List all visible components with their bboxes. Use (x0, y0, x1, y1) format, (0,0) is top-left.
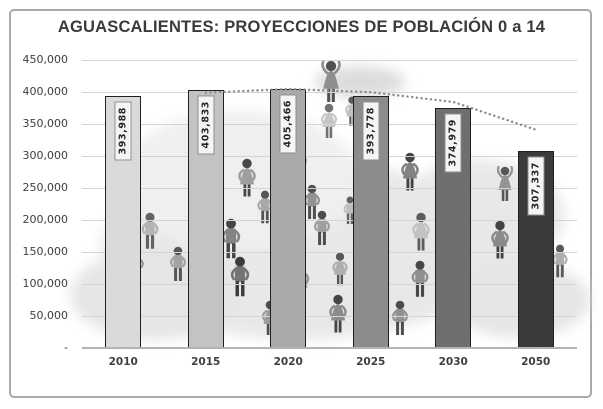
x-tick-label-2010: 2010 (108, 356, 138, 368)
x-tick-label-2025: 2025 (356, 356, 386, 368)
y-tick-label: 150,000 (22, 245, 69, 258)
chart-frame (9, 9, 592, 398)
y-tick-label: 100,000 (22, 277, 69, 290)
plot-area: 393,988 403,833 405,466 393,778 374,979 307,3… (70, 59, 590, 349)
y-tick-label: 200,000 (22, 213, 69, 226)
chart-title: AGUASCALIENTES: PROYECCIONES DE POBLACIÓ… (57, 18, 546, 36)
gridline (82, 316, 577, 317)
y-axis-labels: 450,000 400,000 350,000 300,000 250,000 200,0… (0, 53, 70, 356)
trendline-dotted (204, 87, 537, 131)
bar-2010: 393,988 (105, 95, 142, 348)
y-tick-label: 300,000 (22, 149, 69, 162)
x-axis-line (82, 347, 577, 349)
gridline (82, 220, 577, 221)
gridline (82, 92, 577, 93)
gridline (82, 188, 577, 189)
bar-2020: 405,466 (270, 88, 307, 348)
bar-2050: 307,337 (517, 151, 554, 348)
x-tick-label-2030: 2030 (438, 356, 468, 368)
bar-2030: 374,979 (435, 108, 472, 348)
x-tick-label-2020: 2020 (273, 356, 303, 368)
bar-2025: 393,778 (352, 95, 389, 348)
y-tick-label: 400,000 (22, 85, 69, 98)
gridline (82, 156, 577, 157)
x-tick-label-2015: 2015 (191, 356, 221, 368)
gridline (82, 60, 577, 61)
x-tick-label-2050: 2050 (521, 356, 551, 368)
gridline (82, 124, 577, 125)
y-tick-label: 350,000 (22, 117, 69, 130)
y-tick-label: 50,000 (29, 309, 69, 322)
y-tick-label: - (64, 341, 68, 354)
gridline (82, 252, 577, 253)
bar-2015: 403,833 (187, 89, 224, 348)
y-tick-label: 450,000 (22, 53, 69, 66)
y-tick-label: 250,000 (22, 181, 69, 194)
gridline (82, 284, 577, 285)
